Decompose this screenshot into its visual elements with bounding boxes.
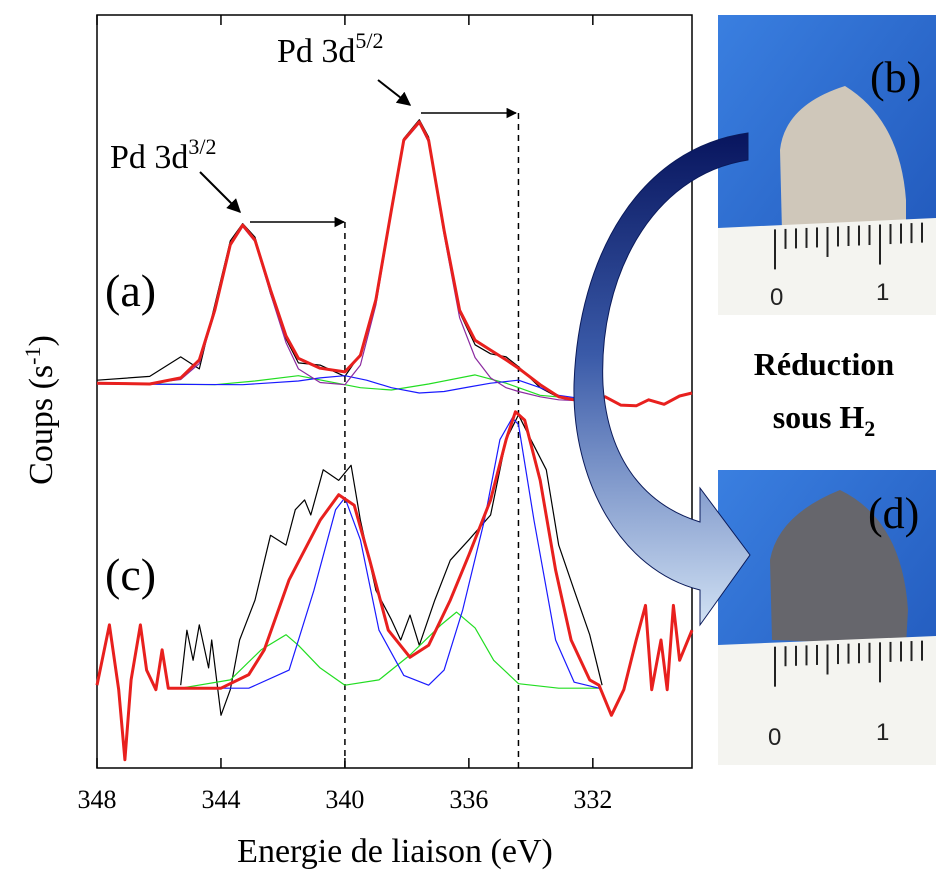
y-label-text: Coups (s xyxy=(23,365,60,485)
plot-frame xyxy=(96,14,693,769)
label-arrow xyxy=(199,171,241,213)
ruler-label: 1 xyxy=(876,719,889,746)
spectrum-line xyxy=(96,374,590,401)
x-tick-label: 332 xyxy=(573,785,612,814)
ruler-label: 1 xyxy=(876,279,889,306)
spectrum-label: (c) xyxy=(105,549,156,600)
spectrum-line xyxy=(95,410,694,762)
x-axis-label: Energie de liaison (eV) xyxy=(237,833,553,870)
x-tick-label: 336 xyxy=(449,785,488,814)
photo-label: (b) xyxy=(870,53,921,102)
spectrum-line xyxy=(180,611,599,689)
spectrum-line xyxy=(96,120,693,408)
y-label-text: ) xyxy=(23,335,60,346)
photo-label: (d) xyxy=(868,489,919,538)
peak-label-sup: 5/2 xyxy=(355,28,383,53)
peak-label: Pd 3d5/2 xyxy=(277,28,384,70)
caption-sub: 2 xyxy=(864,416,875,441)
peak-label: Pd 3d3/2 xyxy=(110,134,217,176)
caption-text: sous H xyxy=(773,399,865,435)
x-tick-label: 344 xyxy=(201,785,240,814)
label-arrow xyxy=(377,79,412,106)
peak-label-text: Pd 3d xyxy=(277,33,355,70)
ruler-label: 0 xyxy=(768,724,781,751)
ruler-ticks xyxy=(774,222,923,270)
spectrum-label: (a) xyxy=(105,265,156,316)
y-label-sup: -1 xyxy=(20,347,45,365)
x-tick-label: 340 xyxy=(325,785,364,814)
sample-stone xyxy=(770,490,908,645)
spectrum-line xyxy=(96,375,590,401)
caption: sous H2 xyxy=(773,399,876,441)
sample-stone xyxy=(780,86,906,232)
x-tick-label: 348 xyxy=(78,785,117,814)
y-axis-label: Coups (s-1) xyxy=(20,335,60,485)
ruler xyxy=(718,218,936,315)
spectrum-line xyxy=(180,417,600,689)
photo-b: (b) 0 1 xyxy=(718,15,936,315)
caption: Réduction xyxy=(754,346,895,382)
ruler xyxy=(718,636,936,765)
peak-label-text: Pd 3d xyxy=(110,139,188,176)
photo-d: (d) 0 1 xyxy=(718,470,936,765)
ruler-ticks xyxy=(774,640,923,687)
spectrum-line xyxy=(180,414,603,716)
reduction-arrow xyxy=(573,132,751,627)
peak-label-sup: 3/2 xyxy=(188,134,216,159)
ruler-label: 0 xyxy=(770,284,783,311)
plot-area: 348 344 340 336 332 xyxy=(78,14,694,814)
